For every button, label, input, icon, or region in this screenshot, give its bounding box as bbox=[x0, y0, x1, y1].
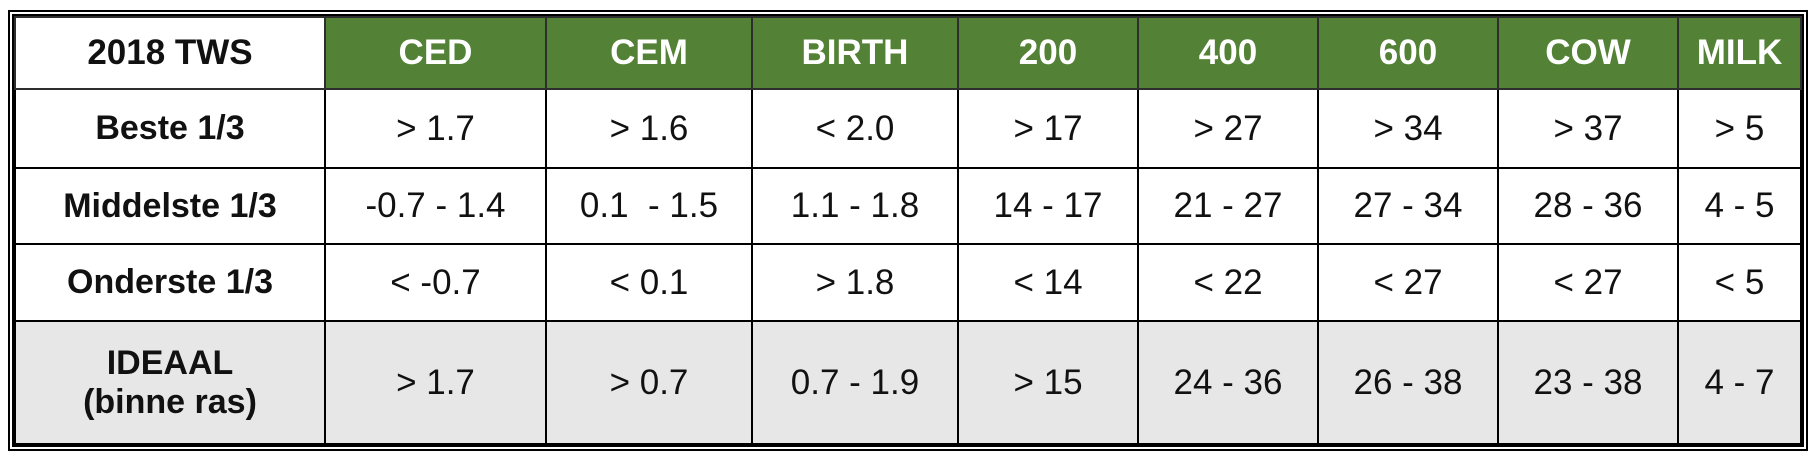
row-label: Onderste 1/3 bbox=[14, 243, 326, 322]
table-frame: 2018 TWS CED CEM BIRTH 200 400 600 COW MILK Beste… bbox=[8, 10, 1808, 451]
cell: 28 - 36 bbox=[1497, 167, 1679, 245]
cell: < 0.1 bbox=[545, 243, 753, 322]
cell: < 22 bbox=[1137, 243, 1319, 322]
cell: > 37 bbox=[1497, 88, 1679, 169]
cell: > 1.6 bbox=[545, 88, 753, 169]
column-header: CEM bbox=[545, 16, 753, 90]
column-header: COW bbox=[1497, 16, 1679, 90]
cell: 4 - 7 bbox=[1677, 320, 1802, 445]
cell: > 34 bbox=[1317, 88, 1499, 169]
row-label: Beste 1/3 bbox=[14, 88, 326, 169]
ranking-table: 2018 TWS CED CEM BIRTH 200 400 600 COW MILK Beste… bbox=[14, 16, 1802, 445]
cell: < -0.7 bbox=[324, 243, 547, 322]
cell: 26 - 38 bbox=[1317, 320, 1499, 445]
column-header: MILK bbox=[1677, 16, 1802, 90]
data-row: Beste 1/3 > 1.7 > 1.6 < 2.0 > 17 > 27 > 34 > 37… bbox=[14, 88, 1802, 169]
cell: 14 - 17 bbox=[957, 167, 1139, 245]
cell: > 1.7 bbox=[324, 88, 547, 169]
cell: -0.7 - 1.4 bbox=[324, 167, 547, 245]
table-body: 2018 TWS CED CEM BIRTH 200 400 600 COW MILK Beste… bbox=[14, 16, 1802, 445]
row-label: IDEAAL (binne ras) bbox=[14, 320, 326, 445]
cell: 21 - 27 bbox=[1137, 167, 1319, 245]
data-row: Onderste 1/3 < -0.7 < 0.1 > 1.8 < 14 < 22 < 27… bbox=[14, 243, 1802, 322]
cell: 23 - 38 bbox=[1497, 320, 1679, 445]
column-header: 200 bbox=[957, 16, 1139, 90]
cell: > 1.8 bbox=[751, 243, 959, 322]
cell: > 1.7 bbox=[324, 320, 547, 445]
column-header: CED bbox=[324, 16, 547, 90]
cell: 24 - 36 bbox=[1137, 320, 1319, 445]
cell: 1.1 - 1.8 bbox=[751, 167, 959, 245]
cell: < 27 bbox=[1317, 243, 1499, 322]
cell: < 5 bbox=[1677, 243, 1802, 322]
cell: 4 - 5 bbox=[1677, 167, 1802, 245]
column-header: 400 bbox=[1137, 16, 1319, 90]
column-header: BIRTH bbox=[751, 16, 959, 90]
data-row: Middelste 1/3 -0.7 - 1.4 0.1 - 1.5 1.1 - 1.… bbox=[14, 167, 1802, 245]
cell: > 15 bbox=[957, 320, 1139, 445]
cell: 0.1 - 1.5 bbox=[545, 167, 753, 245]
header-row: 2018 TWS CED CEM BIRTH 200 400 600 COW MILK bbox=[14, 16, 1802, 90]
cell: 27 - 34 bbox=[1317, 167, 1499, 245]
column-header: 600 bbox=[1317, 16, 1499, 90]
cell: > 27 bbox=[1137, 88, 1319, 169]
table-title: 2018 TWS bbox=[14, 16, 326, 90]
cell: > 17 bbox=[957, 88, 1139, 169]
row-label: Middelste 1/3 bbox=[14, 167, 326, 245]
cell: 0.7 - 1.9 bbox=[751, 320, 959, 445]
cell: < 14 bbox=[957, 243, 1139, 322]
data-row: IDEAAL (binne ras) > 1.7 > 0.7 0.7 - 1.9 > 1… bbox=[14, 320, 1802, 445]
cell: > 5 bbox=[1677, 88, 1802, 169]
cell: < 27 bbox=[1497, 243, 1679, 322]
cell: < 2.0 bbox=[751, 88, 959, 169]
cell: > 0.7 bbox=[545, 320, 753, 445]
